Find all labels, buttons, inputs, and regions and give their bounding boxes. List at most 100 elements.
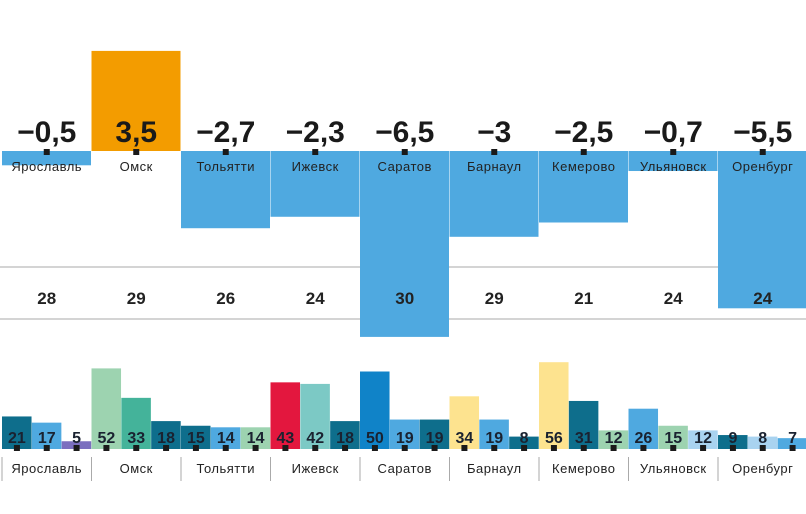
city-label: Барнаул [467,159,522,174]
group-bar [598,430,629,449]
marker [610,445,617,451]
marker [759,445,766,451]
group-bar-value: 9 [728,430,737,447]
group-bar-value: 12 [605,430,623,447]
marker [282,445,289,451]
group-bar [330,421,360,449]
change-value-label: −2,7 [196,116,255,149]
change-value-label: −0,5 [17,116,76,149]
group-bar [270,382,301,449]
city-label: Оренбург [732,159,793,174]
table-value: 24 [753,289,772,308]
group-bar-value: 21 [8,430,26,447]
marker [550,445,557,451]
group-bar-value: 18 [336,430,354,447]
group-bar-value: 8 [758,430,767,447]
table-value: 26 [216,289,235,308]
marker [252,445,259,451]
city-label: Ижевск [292,159,339,174]
change-bar [270,151,360,217]
marker [670,445,677,451]
group-bar [777,438,806,449]
table-value: 24 [664,289,683,308]
marker [312,149,319,155]
marker [521,445,528,451]
city-label: Кемерово [552,159,615,174]
marker [133,149,140,155]
group-bar [688,430,718,449]
marker [371,445,378,451]
group-bar-value: 43 [277,430,295,447]
change-bar [2,151,91,166]
table-value: 29 [127,289,146,308]
marker [43,445,50,451]
city-label: Ульяновск [640,461,707,476]
change-value-label: −6,5 [375,116,434,149]
marker [759,149,766,155]
change-value-label: −0,7 [644,116,703,149]
marker [73,445,80,451]
city-label: Тольятти [197,461,255,476]
marker [43,149,50,155]
city-label: Омск [120,159,153,174]
city-label: Омск [120,461,153,476]
group-bar-value: 50 [366,430,384,447]
marker [580,445,587,451]
group-bar [539,362,569,449]
group-bar [718,435,748,449]
marker [103,445,110,451]
group-bar [210,427,241,449]
group-bar-value: 19 [426,430,444,447]
change-bar [181,151,270,229]
city-label: Оренбург [732,461,793,476]
group-bar-value: 5 [72,430,81,447]
group-bar-value: 56 [545,430,563,447]
group-bar [419,419,450,449]
group-bar-value: 33 [127,430,145,447]
group-bar-value: 15 [187,430,205,447]
table-value: 21 [574,289,593,308]
group-bar [628,408,659,449]
group-bar [31,422,62,449]
group-bar [2,416,32,449]
change-bar [628,151,718,172]
group-bar-value: 26 [635,430,653,447]
marker [163,445,170,451]
marker [222,149,229,155]
table-value: 24 [306,289,325,308]
group-bar [240,427,271,449]
group-bar [91,368,122,449]
group-bar [151,421,181,449]
marker [342,445,349,451]
city-label: Ульяновск [640,159,707,174]
marker [580,149,587,155]
group-bar-value: 34 [456,430,474,447]
marker [133,445,140,451]
group-bar [389,419,420,449]
group-bar-value: 31 [575,430,593,447]
marker [401,149,408,155]
group-bar-value: 19 [485,430,503,447]
marker [789,445,796,451]
marker [700,445,707,451]
city-label: Саратов [378,159,432,174]
change-bar [91,50,181,151]
group-bar-value: 42 [306,430,324,447]
marker [670,149,677,155]
table-value: 28 [37,289,56,308]
change-bar [718,151,806,309]
marker [401,445,408,451]
group-bar [658,425,688,449]
group-bar [747,436,778,449]
change-value-label: −5,5 [733,116,792,149]
group-bar [300,383,330,449]
group-bar-value: 14 [217,430,235,447]
marker [640,445,647,451]
group-bar-value: 15 [664,430,682,447]
marker [491,149,498,155]
marker [729,445,736,451]
marker [461,445,468,451]
change-bar [360,151,449,337]
change-value-label: −2,5 [554,116,613,149]
